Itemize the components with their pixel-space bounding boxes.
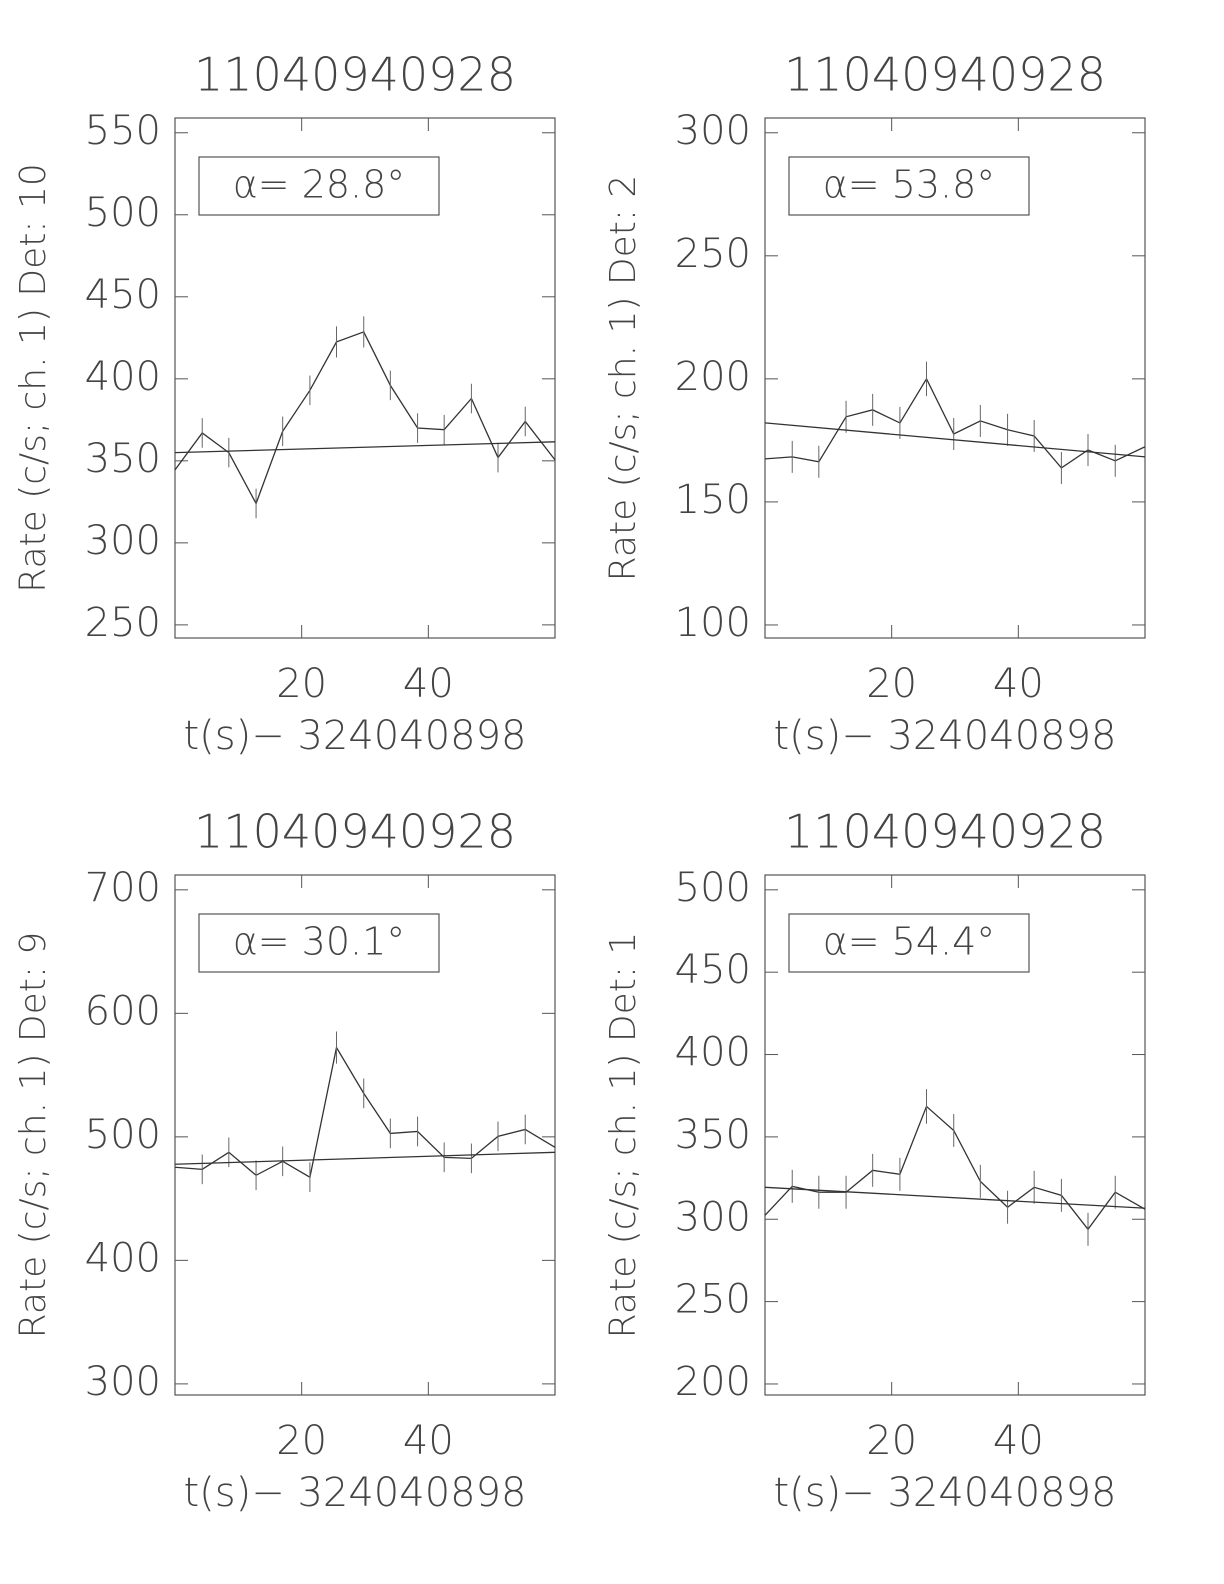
x-tick-label: 40 xyxy=(403,661,454,707)
y-tick-label: 500 xyxy=(85,190,161,236)
y-tick-label: 400 xyxy=(85,354,161,400)
y-axis-label: Rate (c/s; ch. 1) Det: 2 xyxy=(603,175,644,582)
y-tick-label: 300 xyxy=(85,1359,161,1405)
annotation-box xyxy=(198,913,440,973)
y-tick-label: 700 xyxy=(85,865,161,911)
x-axis-label: t(s)− 324040898 xyxy=(183,713,526,759)
data-line xyxy=(174,1151,556,1165)
y-tick-label: 500 xyxy=(85,1112,161,1158)
panel-title: 11040940928 xyxy=(194,48,516,102)
panel-title: 11040940928 xyxy=(194,805,516,859)
x-tick-label: 40 xyxy=(403,1418,454,1464)
x-tick-label: 40 xyxy=(993,1418,1044,1464)
y-axis-label: Rate (c/s; ch. 1) Det: 10 xyxy=(13,163,54,593)
x-axis-label: t(s)− 324040898 xyxy=(773,1470,1116,1516)
plot-frame xyxy=(764,117,1146,639)
y-tick-label: 300 xyxy=(85,518,161,564)
data-line xyxy=(174,441,556,454)
x-tick-label: 20 xyxy=(866,661,917,707)
panel: 11040940928 250 300 350 400 450 500 550 20 40 t(s)… xyxy=(13,48,556,759)
panel: 11040940928 100 150 200 250 300 20 40 t(s)− 3240… xyxy=(603,48,1146,759)
y-tick-label: 150 xyxy=(675,477,751,523)
panel: 11040940928 200 250 300 350 400 450 500 20 40 t(s)… xyxy=(603,805,1146,1516)
y-tick-label: 250 xyxy=(85,600,161,646)
x-axis-label: t(s)− 324040898 xyxy=(183,1470,526,1516)
data-line xyxy=(174,331,556,506)
data-line xyxy=(764,1105,1146,1231)
y-tick-label: 450 xyxy=(675,947,751,993)
y-tick-label: 550 xyxy=(85,108,161,154)
y-axis-label: Rate (c/s; ch. 1) Det: 9 xyxy=(13,932,54,1339)
y-axis-label: Rate (c/s; ch. 1) Det: 1 xyxy=(603,932,644,1339)
annotation-box xyxy=(788,913,1030,973)
y-tick-label: 500 xyxy=(675,865,751,911)
data-line xyxy=(764,422,1146,458)
y-tick-label: 300 xyxy=(675,108,751,154)
x-tick-label: 20 xyxy=(276,1418,327,1464)
y-tick-label: 400 xyxy=(675,1030,751,1076)
panel: 11040940928 300 400 500 600 700 20 40 t(s)− 3240… xyxy=(13,805,556,1516)
x-axis-label: t(s)− 324040898 xyxy=(773,713,1116,759)
annotation: α= 53.8° xyxy=(823,163,996,207)
y-tick-label: 400 xyxy=(85,1235,161,1281)
y-tick-label: 200 xyxy=(675,1359,751,1405)
y-tick-label: 200 xyxy=(675,354,751,400)
y-tick-label: 350 xyxy=(85,436,161,482)
annotation: α= 54.4° xyxy=(823,920,996,964)
y-tick-label: 250 xyxy=(675,231,751,277)
annotation-box xyxy=(788,156,1030,216)
plot-frame xyxy=(174,874,556,1396)
annotation-box xyxy=(198,156,440,216)
annotation: α= 28.8° xyxy=(233,163,406,207)
panel-title: 11040940928 xyxy=(784,805,1106,859)
plot-frame xyxy=(764,874,1146,1396)
data-line xyxy=(764,1186,1146,1209)
panel-title: 11040940928 xyxy=(784,48,1106,102)
y-tick-label: 100 xyxy=(675,600,751,646)
plot-frame xyxy=(174,117,556,639)
annotation: α= 30.1° xyxy=(233,920,406,964)
y-tick-label: 250 xyxy=(675,1277,751,1323)
y-tick-label: 450 xyxy=(85,272,161,318)
y-tick-label: 600 xyxy=(85,988,161,1034)
y-tick-label: 350 xyxy=(675,1112,751,1158)
x-tick-label: 20 xyxy=(866,1418,917,1464)
y-tick-label: 300 xyxy=(675,1194,751,1240)
x-tick-label: 40 xyxy=(993,661,1044,707)
x-tick-label: 20 xyxy=(276,661,327,707)
